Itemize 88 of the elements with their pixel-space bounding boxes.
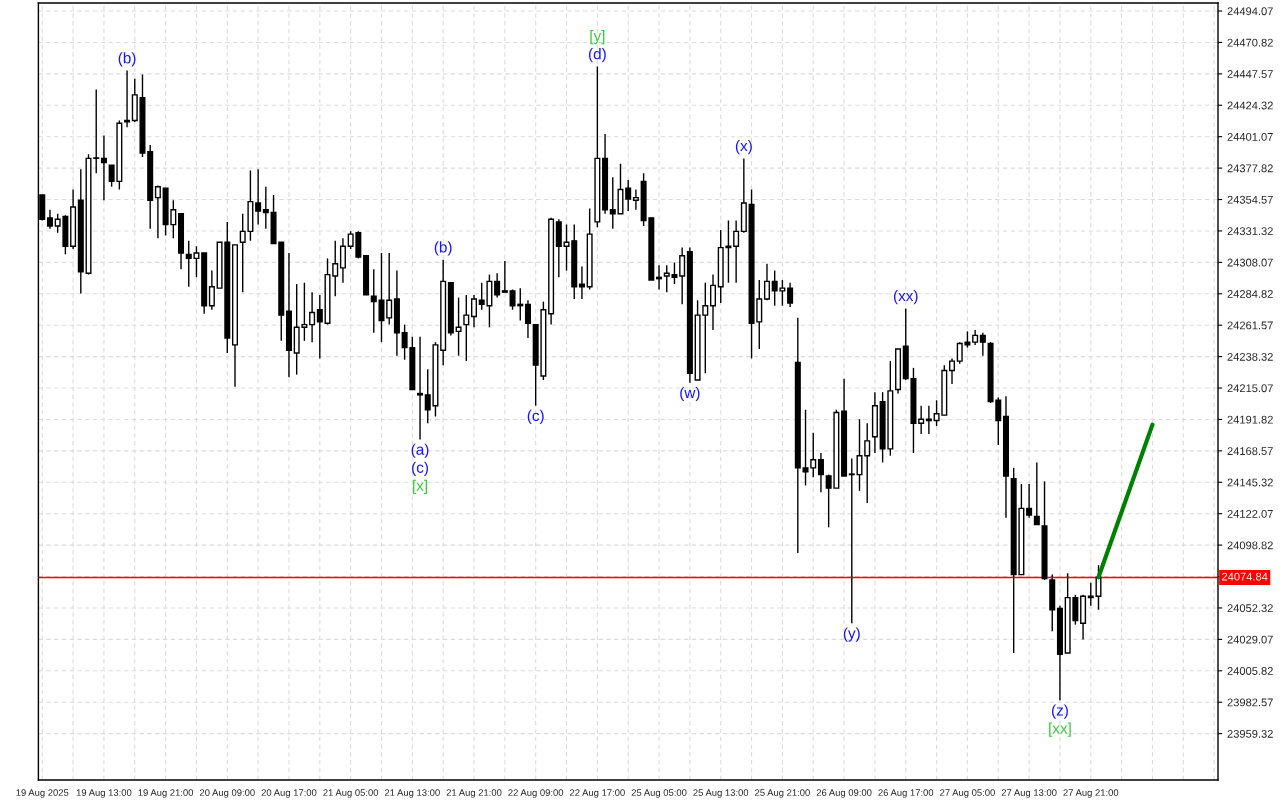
candlestick — [763, 263, 770, 301]
y-tick-label: 24470.82 — [1227, 38, 1273, 47]
y-tick-label: 24494.07 — [1227, 7, 1273, 16]
candlestick — [501, 260, 508, 293]
candlestick — [339, 237, 346, 284]
y-tick-label: 24122.07 — [1227, 509, 1273, 518]
candlestick — [46, 209, 53, 230]
x-tick-label: 27 Aug 21:00 — [1063, 789, 1119, 798]
y-tick-label: 24215.07 — [1227, 384, 1273, 393]
candlestick — [417, 336, 424, 441]
x-tick-label: 20 Aug 17:00 — [261, 789, 317, 798]
y-tick-label: 24354.57 — [1227, 195, 1273, 204]
y-tick-label: 24261.57 — [1227, 321, 1273, 330]
candlestick — [625, 179, 632, 212]
candlestick — [787, 282, 794, 308]
candlestick — [316, 294, 323, 360]
candlestick — [1026, 483, 1033, 519]
candlestick — [255, 168, 262, 226]
y-tick-label: 24238.32 — [1227, 352, 1273, 361]
annotation: [x] — [413, 479, 428, 494]
x-tick-label: 22 Aug 17:00 — [570, 789, 625, 798]
x-tick-label: 22 Aug 09:00 — [508, 789, 564, 798]
candlestick — [578, 265, 585, 300]
candlestick — [208, 269, 215, 311]
y-tick-label: 24331.32 — [1227, 227, 1273, 236]
candlestick — [817, 452, 824, 493]
y-tick-label: 23959.32 — [1227, 729, 1273, 738]
candlestick — [679, 246, 686, 306]
y-tick-label: 24029.07 — [1227, 635, 1273, 644]
candlestick — [309, 291, 316, 343]
candlestick — [470, 294, 478, 329]
y-tick-label: 24191.82 — [1227, 415, 1273, 424]
annotation: (y) — [843, 627, 860, 642]
annotation: (x) — [735, 139, 752, 155]
y-tick-label: 24284.82 — [1227, 290, 1273, 298]
candlestick — [709, 273, 717, 331]
y-tick-label: 24401.07 — [1227, 132, 1273, 141]
x-tick-label: 19 Aug 2025 — [16, 789, 69, 798]
annotation: [y] — [590, 30, 605, 45]
y-tick-label: 24052.32 — [1227, 604, 1273, 613]
x-tick-label: 25 Aug 21:00 — [755, 789, 810, 798]
x-tick-label: 21 Aug 21:00 — [446, 789, 502, 798]
x-tick-label: 21 Aug 05:00 — [323, 789, 379, 798]
x-tick-label: 19 Aug 13:00 — [76, 789, 132, 798]
candlestick — [124, 69, 131, 129]
y-tick-label: 24168.57 — [1227, 447, 1273, 455]
candlestick — [524, 299, 531, 339]
annotation: (c) — [412, 461, 428, 476]
annotation: (d) — [588, 48, 606, 63]
annotation: (b) — [434, 241, 452, 256]
annotation: [xx] — [1049, 722, 1071, 737]
annotation: (z) — [1051, 704, 1068, 719]
candlestick — [918, 404, 925, 435]
x-tick-label: 21 Aug 13:00 — [384, 789, 440, 798]
annotation: (w) — [680, 386, 700, 402]
candlestick — [154, 184, 161, 239]
candlestick — [463, 294, 470, 362]
candlestick — [949, 357, 956, 385]
annotation: (xx) — [893, 289, 918, 305]
x-tick-label: 27 Aug 05:00 — [940, 789, 995, 798]
y-tick-label: 24308.07 — [1227, 258, 1273, 267]
candlestick — [262, 186, 269, 230]
annotation: (b) — [118, 52, 136, 67]
x-tick-label: 27 Aug 13:00 — [1001, 789, 1057, 798]
candlestick — [632, 188, 639, 211]
candlestick — [733, 219, 740, 284]
ref-line-label: 24074.84 — [1222, 572, 1268, 581]
candlestick — [979, 332, 986, 357]
y-tick-label: 23982.57 — [1227, 698, 1273, 707]
candlestick — [1033, 461, 1040, 526]
y-tick-label: 24098.82 — [1227, 541, 1273, 550]
annotation: (a) — [411, 443, 429, 458]
y-tick-label: 24145.32 — [1227, 478, 1273, 487]
x-tick-label: 20 Aug 09:00 — [199, 789, 255, 798]
y-tick-label: 24447.57 — [1227, 70, 1273, 78]
x-tick-label: 26 Aug 17:00 — [878, 789, 934, 798]
candlestick — [100, 134, 107, 201]
x-tick-label: 19 Aug 21:00 — [138, 789, 194, 798]
candlestick — [386, 252, 393, 326]
x-tick-label: 25 Aug 13:00 — [693, 789, 749, 798]
candlestick — [494, 272, 501, 299]
candlestick — [455, 296, 462, 357]
y-tick-label: 24377.82 — [1227, 164, 1273, 173]
annotation: (c) — [527, 409, 544, 425]
y-tick-label: 24424.32 — [1227, 101, 1273, 110]
x-tick-label: 25 Aug 05:00 — [631, 789, 687, 798]
x-tick-label: 26 Aug 09:00 — [816, 789, 872, 798]
y-tick-label: 24005.82 — [1227, 667, 1273, 675]
